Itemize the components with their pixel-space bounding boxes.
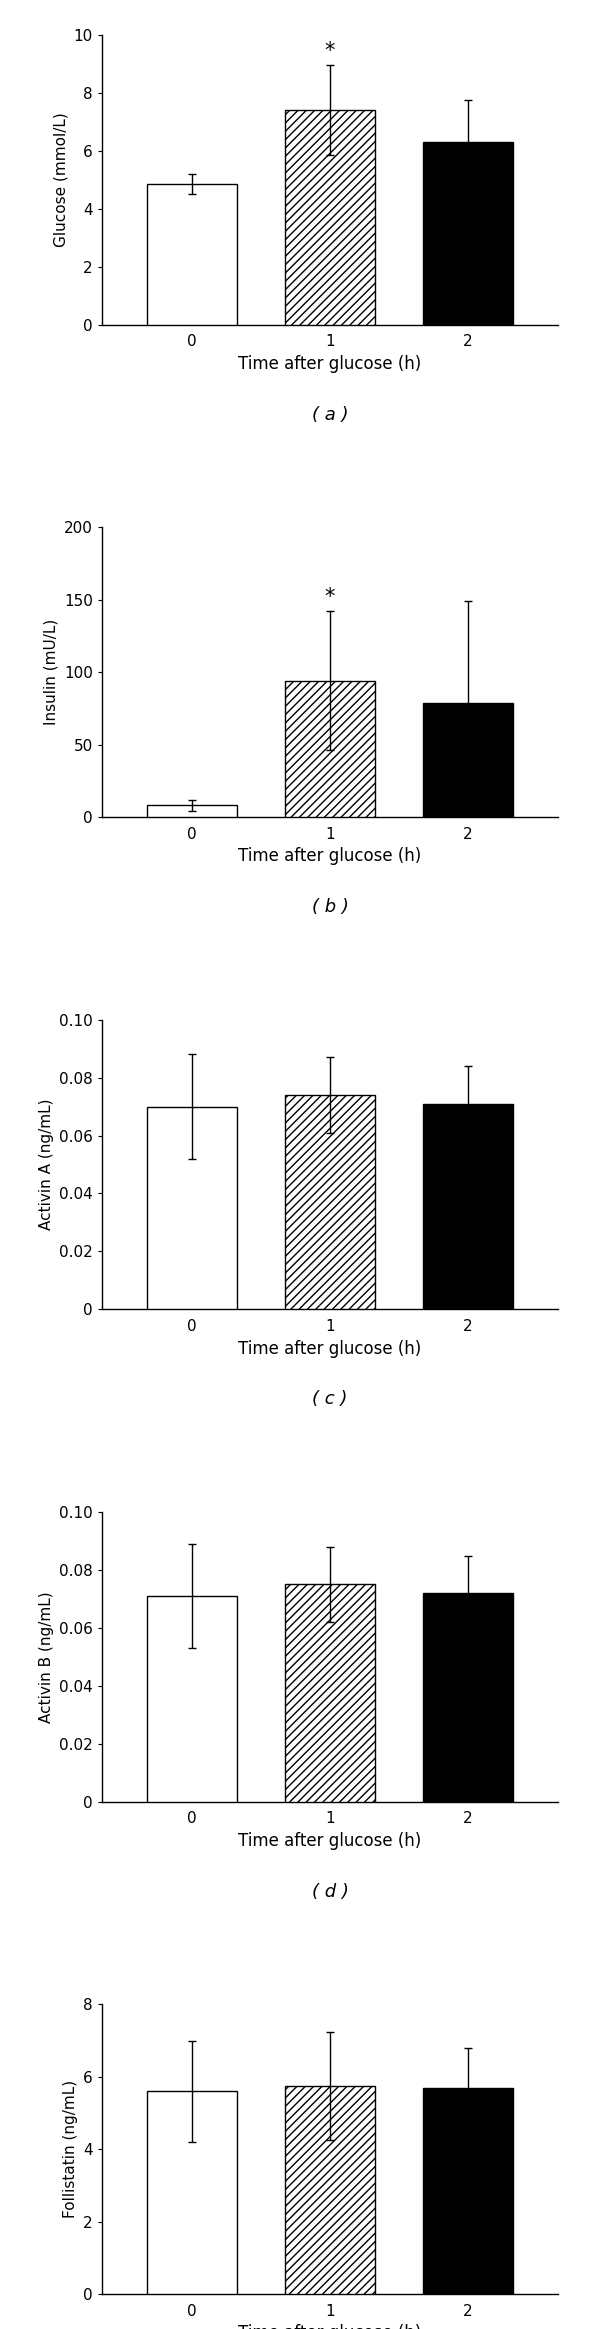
Bar [423,142,513,324]
X-axis label: Time after glucose (h): Time after glucose (h) [238,354,422,373]
Bar [423,2087,513,2294]
Bar [423,703,513,817]
Bar [423,1593,513,1803]
Y-axis label: Insulin (mU/L): Insulin (mU/L) [44,620,59,724]
X-axis label: Time after glucose (h): Time after glucose (h) [238,848,422,864]
Bar [423,1104,513,1309]
Text: ( d ): ( d ) [311,1882,349,1900]
Bar [285,1095,375,1309]
Bar [147,184,237,324]
Y-axis label: Glucose (mmol/L): Glucose (mmol/L) [53,112,68,247]
Bar [147,1595,237,1803]
Text: *: * [325,587,335,608]
Y-axis label: Activin A (ng/mL): Activin A (ng/mL) [38,1099,53,1230]
Text: ( a ): ( a ) [312,405,348,424]
Text: ( b ): ( b ) [311,899,349,915]
X-axis label: Time after glucose (h): Time after glucose (h) [238,1339,422,1358]
Y-axis label: Activin B (ng/mL): Activin B (ng/mL) [38,1591,53,1723]
Y-axis label: Follistatin (ng/mL): Follistatin (ng/mL) [62,2080,77,2217]
Text: ( c ): ( c ) [313,1390,347,1409]
X-axis label: Time after glucose (h): Time after glucose (h) [238,1833,422,1849]
Bar [285,680,375,817]
X-axis label: Time after glucose (h): Time after glucose (h) [238,2324,422,2329]
Bar [285,2087,375,2294]
Bar [285,1584,375,1803]
Bar [147,2091,237,2294]
Bar [147,1106,237,1309]
Bar [147,806,237,817]
Bar [285,109,375,324]
Text: *: * [325,42,335,61]
